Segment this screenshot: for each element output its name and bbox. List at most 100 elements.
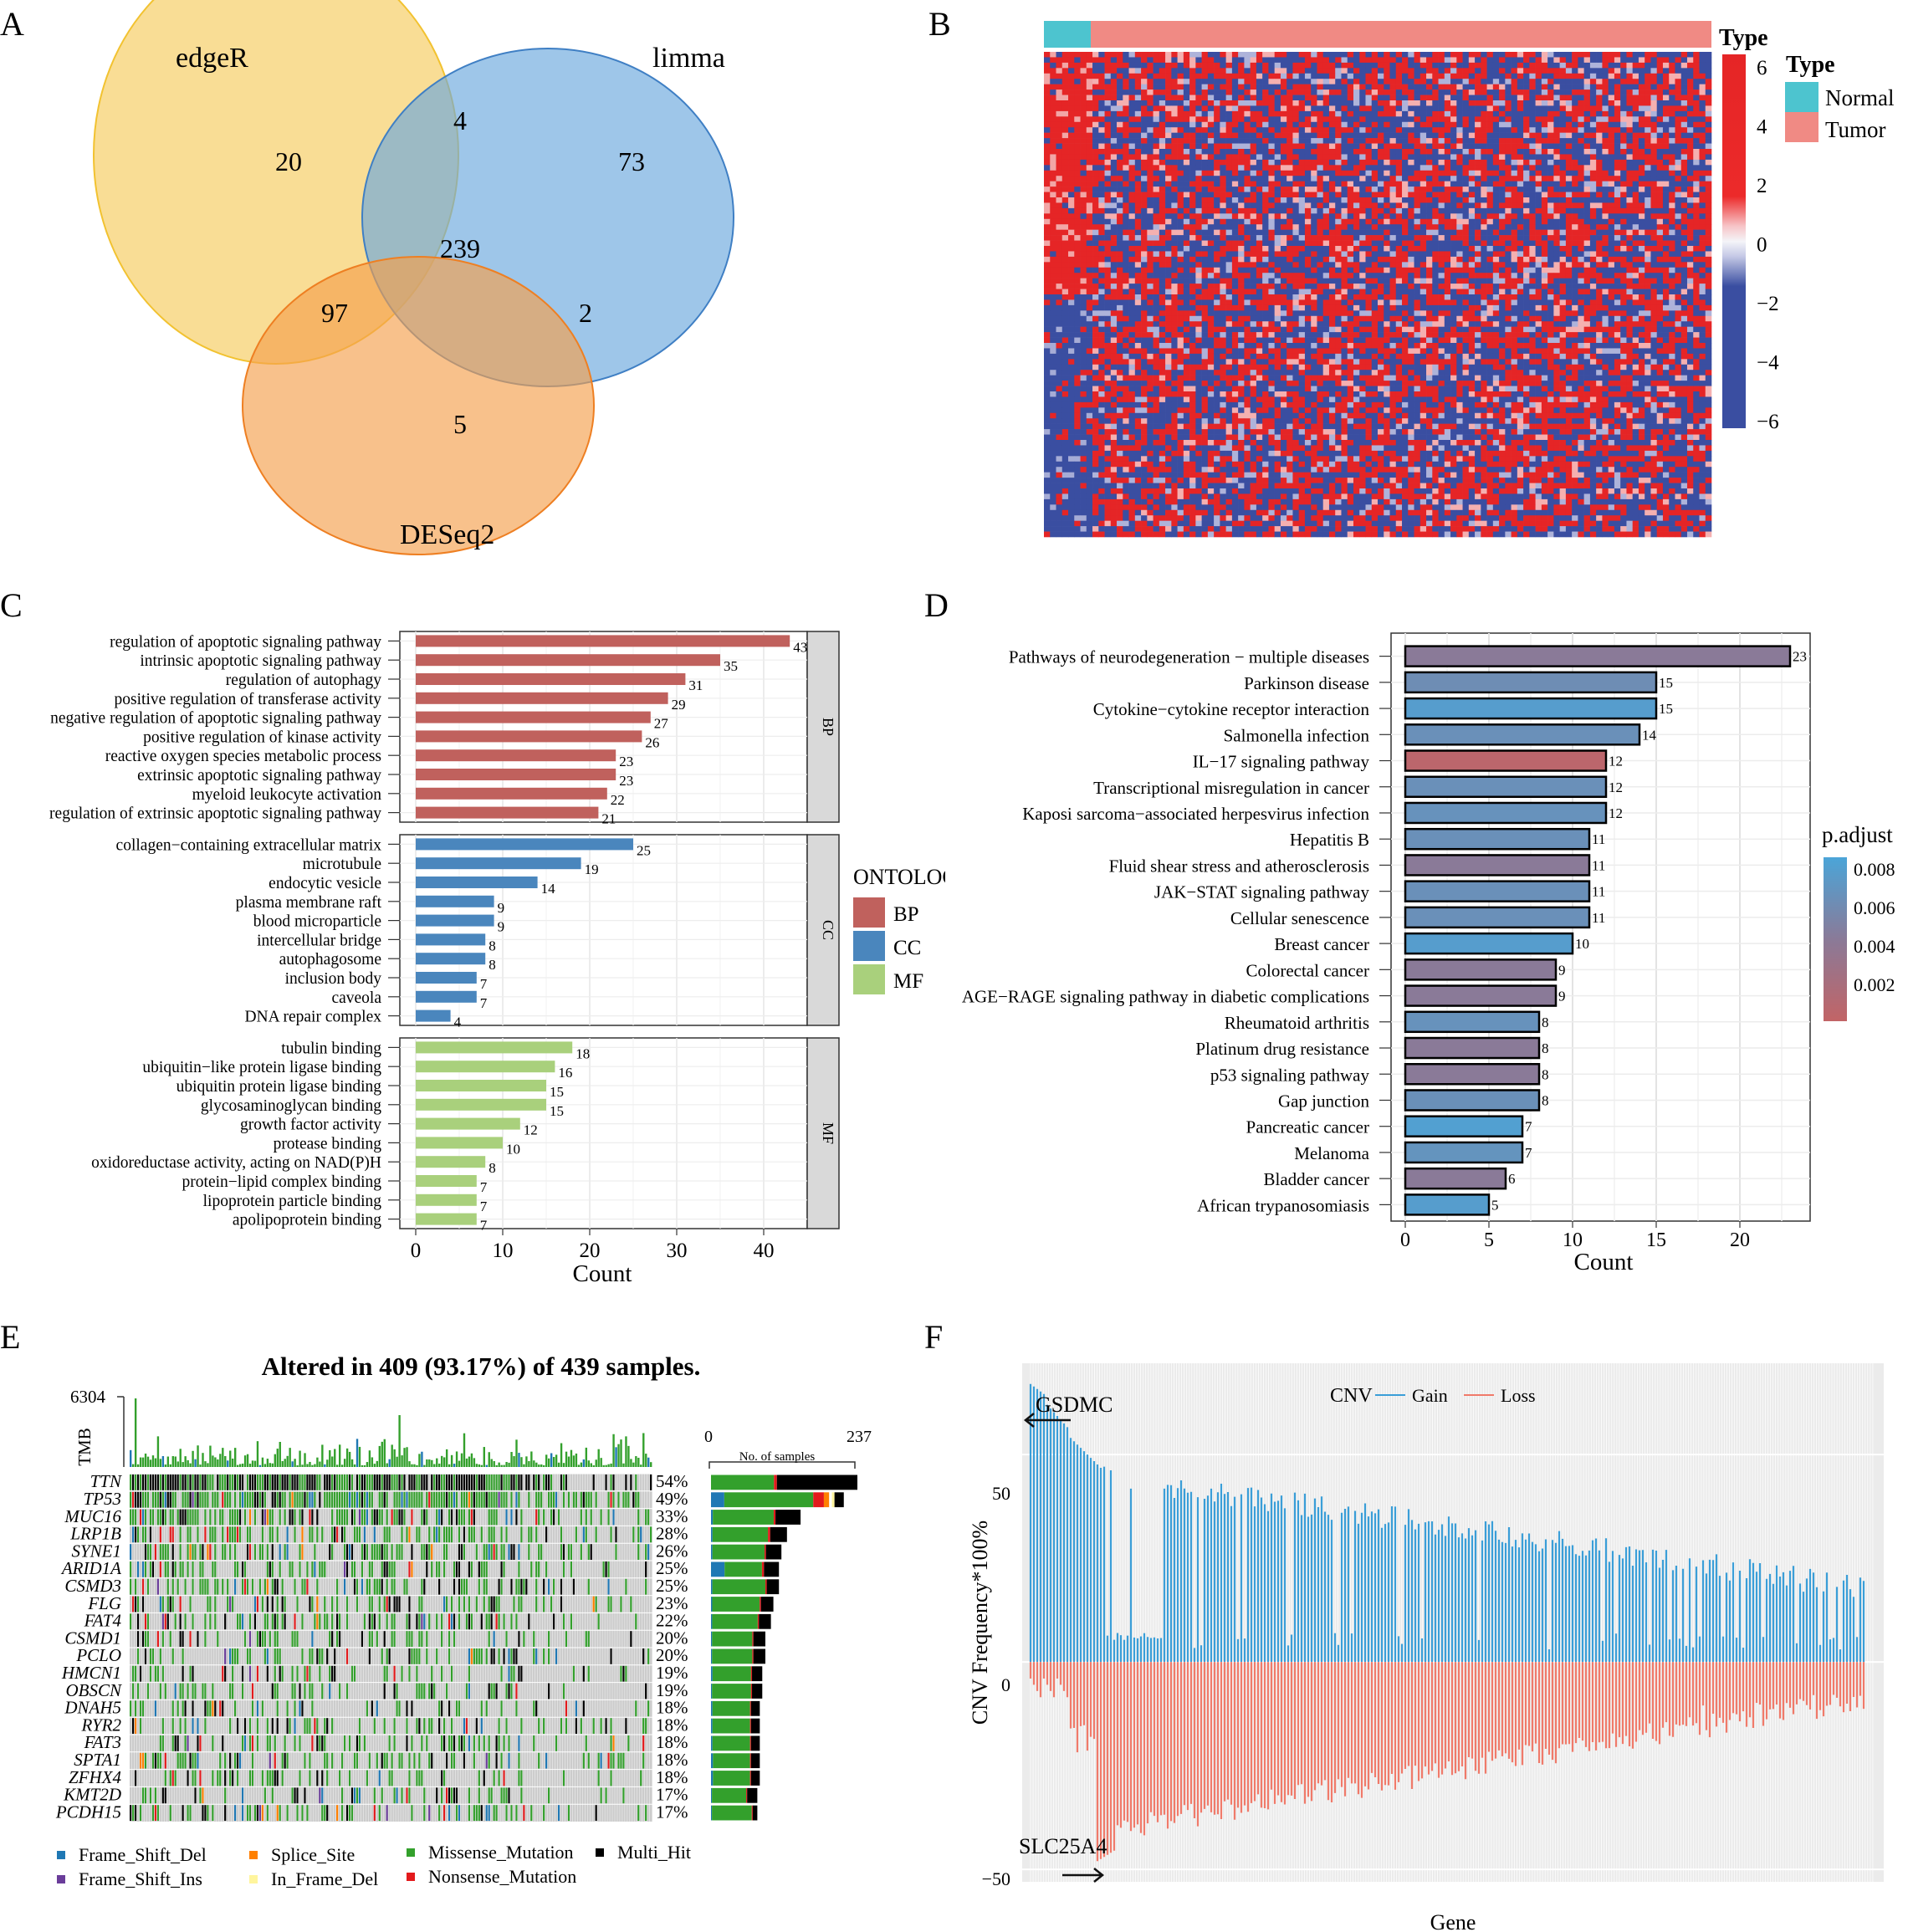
heatmap-cell [1559, 73, 1567, 79]
heatmap-cell [1044, 149, 1051, 155]
heatmap-cell [1353, 224, 1360, 230]
heatmap-cell [1238, 68, 1245, 74]
heatmap-cell [1256, 149, 1263, 155]
heatmap-cell [1322, 207, 1330, 214]
heatmap-cell [1244, 105, 1251, 112]
heatmap-cell [1408, 149, 1414, 155]
heatmap-cell [1347, 218, 1354, 225]
heatmap-cell [1553, 143, 1560, 150]
heatmap-cell [1693, 170, 1700, 176]
heatmap-cell [1602, 187, 1609, 192]
heatmap-cell [1195, 273, 1202, 279]
heatmap-cell [1153, 170, 1160, 176]
heatmap-cell [1341, 192, 1348, 198]
heatmap-cell [1680, 218, 1688, 225]
heatmap-cell [1220, 127, 1226, 133]
heatmap-cell [1171, 127, 1178, 133]
heatmap-cell [1347, 240, 1354, 247]
heatmap-cell [1596, 224, 1603, 230]
heatmap-cell [1529, 95, 1536, 101]
heatmap-cell [1608, 224, 1615, 230]
heatmap-cell [1626, 52, 1633, 58]
heatmap-cell [1650, 273, 1657, 279]
heatmap-cell [1104, 256, 1112, 263]
heatmap-cell [1705, 110, 1712, 117]
heatmap-cell [1414, 213, 1421, 220]
heatmap-cell [1481, 256, 1487, 263]
heatmap-cell [1359, 224, 1366, 230]
heatmap-cell [1262, 105, 1269, 112]
heatmap-cell [1123, 256, 1129, 263]
heatmap-cell [1608, 165, 1615, 171]
heatmap-cell [1559, 149, 1567, 155]
heatmap-cell [1092, 262, 1099, 268]
heatmap-cell [1596, 197, 1603, 203]
heatmap-cell [1225, 68, 1233, 74]
heatmap-cell [1080, 132, 1087, 139]
heatmap-cell [1395, 218, 1403, 225]
heatmap-cell [1614, 284, 1621, 289]
heatmap-cell [1286, 84, 1293, 90]
heatmap-cell [1092, 95, 1099, 101]
heatmap-cell [1378, 132, 1384, 139]
heatmap-cell [1256, 246, 1263, 252]
heatmap-cell [1262, 149, 1269, 155]
heatmap-cell [1189, 100, 1196, 106]
heatmap-cell [1481, 246, 1487, 252]
heatmap-cell [1225, 121, 1233, 128]
heatmap-cell [1317, 235, 1323, 241]
heatmap-cell [1408, 246, 1414, 252]
heatmap-cell [1499, 68, 1506, 74]
heatmap-cell [1250, 202, 1257, 209]
heatmap-cell [1450, 89, 1457, 95]
heatmap-cell [1505, 149, 1512, 155]
heatmap-cell [1104, 89, 1112, 95]
heatmap-cell [1645, 68, 1651, 74]
heatmap-cell [1680, 73, 1688, 79]
heatmap-cell [1438, 149, 1445, 155]
heatmap-cell [1317, 224, 1323, 230]
heatmap-cell [1080, 165, 1087, 171]
heatmap-cell [1608, 284, 1615, 289]
heatmap-cell [1438, 79, 1445, 84]
heatmap-cell [1475, 240, 1481, 247]
heatmap-cell [1134, 235, 1142, 241]
heatmap-cell [1456, 218, 1463, 225]
heatmap-cell [1499, 170, 1506, 176]
heatmap-cell [1214, 170, 1220, 176]
heatmap-cell [1050, 246, 1056, 252]
heatmap-cell [1462, 267, 1470, 273]
heatmap-cell [1578, 229, 1584, 236]
heatmap-cell [1705, 202, 1712, 209]
heatmap-cell [1117, 213, 1123, 220]
heatmap-cell [1572, 52, 1578, 58]
heatmap-cell [1402, 176, 1409, 181]
heatmap-cell [1705, 284, 1712, 289]
heatmap-cell [1074, 89, 1081, 95]
heatmap-cell [1086, 224, 1093, 230]
heatmap-cell [1292, 159, 1299, 166]
heatmap-cell [1408, 132, 1414, 139]
heatmap-cell [1195, 289, 1202, 295]
heatmap-cell [1086, 110, 1093, 117]
heatmap-cell [1645, 256, 1651, 263]
heatmap-cell [1686, 262, 1694, 268]
heatmap-cell [1645, 224, 1651, 230]
heatmap-cell [1475, 73, 1481, 79]
heatmap-cell [1529, 278, 1536, 284]
heatmap-cell [1292, 251, 1299, 258]
heatmap-cell [1104, 224, 1112, 230]
heatmap-cell [1225, 143, 1233, 150]
heatmap-cell [1189, 262, 1196, 268]
heatmap-cell [1092, 138, 1099, 144]
heatmap-cell [1238, 218, 1245, 225]
heatmap-cell [1074, 273, 1081, 279]
heatmap-cell [1669, 95, 1675, 101]
heatmap-cell [1492, 224, 1500, 230]
heatmap-cell [1286, 202, 1293, 209]
heatmap-cell [1311, 84, 1317, 90]
heatmap-cell [1699, 110, 1706, 117]
heatmap-cell [1317, 284, 1323, 289]
heatmap-cell [1195, 165, 1202, 171]
heatmap-cell [1632, 138, 1639, 144]
